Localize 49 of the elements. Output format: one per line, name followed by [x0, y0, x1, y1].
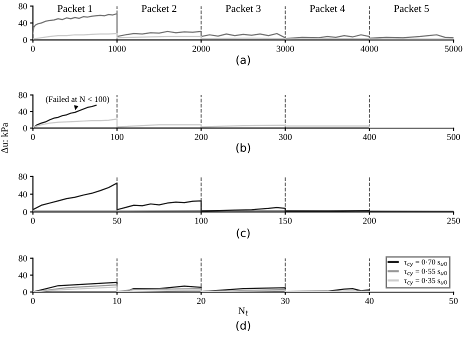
y-tick-label: 40 — [18, 272, 27, 278]
x-tick-label: 0 — [30, 134, 35, 140]
text: (a) — [236, 55, 250, 66]
y-tick-label: 40 — [18, 108, 27, 115]
annotation: Packet 1 — [57, 4, 92, 12]
line-series — [32, 104, 97, 128]
annotation: Packet 5 — [394, 4, 429, 12]
x-tick-label: 40 — [365, 298, 374, 304]
y-axis-title: Δu: kPa — [0, 122, 8, 154]
x-tick-label: 0 — [30, 298, 35, 304]
x-tick-label: 100 — [195, 218, 208, 224]
x-tick-label: 10 — [113, 298, 122, 304]
y-tick-label: 40 — [18, 191, 27, 198]
y-tick-label: 80 — [18, 174, 27, 180]
x-axis-title: N$_{t}$ — [238, 307, 248, 316]
x-tick-label: 100 — [111, 134, 124, 140]
x-tick-label: 2000 — [192, 46, 210, 52]
y-tick-label: 0 — [23, 125, 27, 132]
x-tick-label: 500 — [447, 134, 460, 140]
x-tick-label: 200 — [194, 134, 208, 140]
annotation: (Failed at N < 100) — [46, 96, 110, 104]
text: (b) — [236, 143, 250, 154]
y-tick-label: 40 — [18, 20, 27, 26]
x-tick-label: 0 — [30, 218, 35, 224]
x-tick-label: 300 — [278, 134, 292, 140]
y-tick-label: 80 — [18, 92, 27, 98]
annotation: Packet 3 — [226, 4, 261, 12]
y-tick-label: 80 — [18, 3, 27, 10]
x-tick-label: 30 — [281, 298, 290, 304]
annotation: Packet 4 — [310, 4, 345, 12]
x-tick-label: 250 — [447, 218, 460, 224]
x-tick-label: 50 — [113, 218, 122, 224]
x-tick-label: 50 — [450, 298, 458, 304]
x-tick-label: 200 — [363, 218, 376, 224]
x-tick-label: 20 — [197, 298, 206, 304]
x-tick-label: 4000 — [360, 46, 378, 52]
text: (c) — [236, 228, 250, 238]
x-tick-label: 400 — [362, 134, 376, 140]
x-tick-label: 150 — [279, 218, 292, 224]
annotation: Packet 2 — [142, 4, 176, 12]
y-tick-label: 0 — [23, 209, 27, 216]
text: (d) — [236, 321, 250, 332]
y-tick-label: 0 — [23, 289, 27, 296]
y-tick-label: 80 — [18, 255, 27, 262]
x-tick-label: 0 — [30, 46, 35, 52]
x-tick-label: 3000 — [276, 46, 294, 52]
x-tick-label: 5000 — [445, 46, 462, 52]
y-tick-label: 0 — [23, 37, 27, 44]
x-tick-label: 1000 — [108, 46, 126, 52]
